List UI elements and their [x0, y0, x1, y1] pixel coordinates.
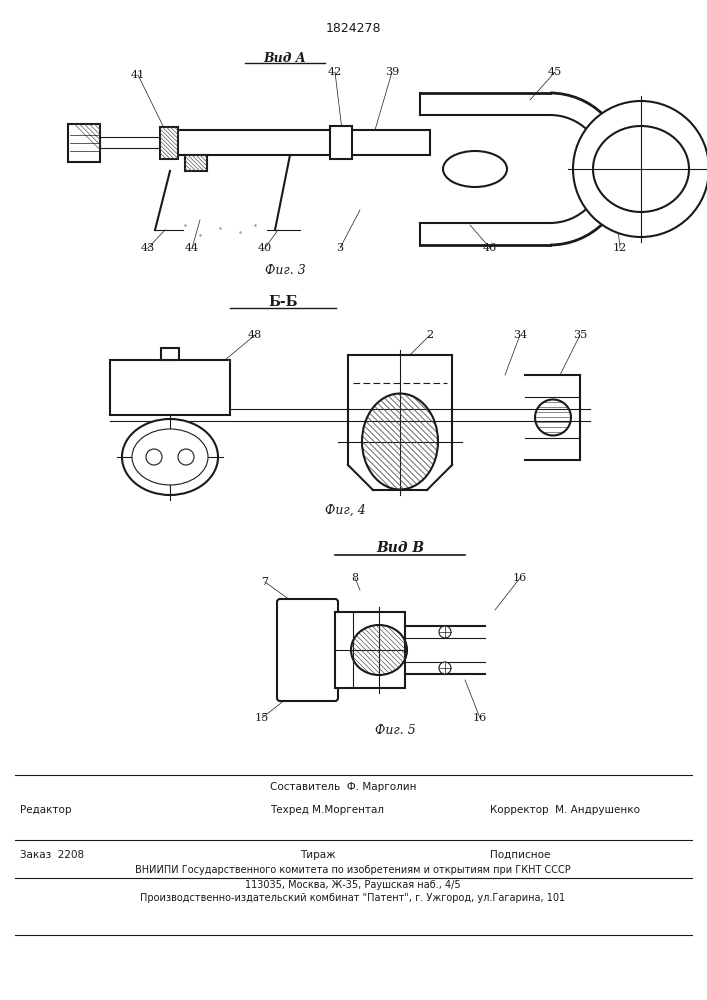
Circle shape [439, 662, 451, 674]
Ellipse shape [593, 126, 689, 212]
Bar [185, 155, 207, 171]
Text: Подписное: Подписное [490, 850, 550, 860]
Bar [160, 127, 178, 159]
Text: 7: 7 [262, 577, 269, 587]
Text: 40: 40 [258, 243, 272, 253]
Bar [110, 360, 230, 415]
Text: 39: 39 [385, 67, 399, 77]
Text: 15: 15 [255, 713, 269, 723]
Ellipse shape [443, 151, 507, 187]
Text: Составитель  Ф. Марголин: Составитель Ф. Марголин [270, 782, 416, 792]
Text: 44: 44 [185, 243, 199, 253]
Text: 46: 46 [483, 243, 497, 253]
Text: 16: 16 [513, 573, 527, 583]
Text: Вид A: Вид A [264, 51, 306, 64]
Text: 43: 43 [141, 243, 155, 253]
Text: 42: 42 [328, 67, 342, 77]
Bar [330, 126, 352, 159]
Text: 16: 16 [473, 713, 487, 723]
Ellipse shape [132, 429, 208, 485]
Text: 48: 48 [248, 330, 262, 340]
Bar [161, 348, 179, 360]
Text: 8: 8 [351, 573, 358, 583]
Text: 3: 3 [337, 243, 344, 253]
Text: 113035, Москва, Ж-35, Раушская наб., 4/5: 113035, Москва, Ж-35, Раушская наб., 4/5 [245, 880, 461, 890]
Text: Производственно-издательский комбинат "Патент", г. Ужгород, ул.Гагарина, 101: Производственно-издательский комбинат "П… [141, 893, 566, 903]
Circle shape [573, 101, 707, 237]
Text: 34: 34 [513, 330, 527, 340]
Text: 12: 12 [613, 243, 627, 253]
Text: 1824278: 1824278 [325, 21, 381, 34]
Text: 41: 41 [131, 70, 145, 80]
Text: 35: 35 [573, 330, 587, 340]
Text: Техред М.Моргентал: Техред М.Моргентал [270, 805, 384, 815]
Text: Вид В: Вид В [376, 541, 424, 555]
Text: Фиг, 4: Фиг, 4 [325, 504, 366, 516]
Circle shape [178, 449, 194, 465]
FancyBboxPatch shape [277, 599, 338, 701]
Text: Фиг. 5: Фиг. 5 [375, 724, 416, 736]
Circle shape [146, 449, 162, 465]
Text: ВНИИПИ Государственного комитета по изобретениям и открытиям при ГКНТ СССР: ВНИИПИ Государственного комитета по изоб… [135, 865, 571, 875]
Text: 45: 45 [548, 67, 562, 77]
Text: Б-Б: Б-Б [268, 295, 298, 309]
Bar [335, 612, 405, 688]
Circle shape [439, 626, 451, 638]
Bar [100, 137, 165, 148]
Text: Фиг. 3: Фиг. 3 [264, 263, 305, 276]
Bar [165, 130, 430, 155]
Text: Редактор: Редактор [20, 805, 71, 815]
Text: Корректор  М. Андрушенко: Корректор М. Андрушенко [490, 805, 640, 815]
Text: Заказ  2208: Заказ 2208 [20, 850, 84, 860]
Ellipse shape [122, 419, 218, 495]
Text: 2: 2 [426, 330, 433, 340]
Bar [68, 124, 100, 162]
Text: Тираж: Тираж [300, 850, 336, 860]
